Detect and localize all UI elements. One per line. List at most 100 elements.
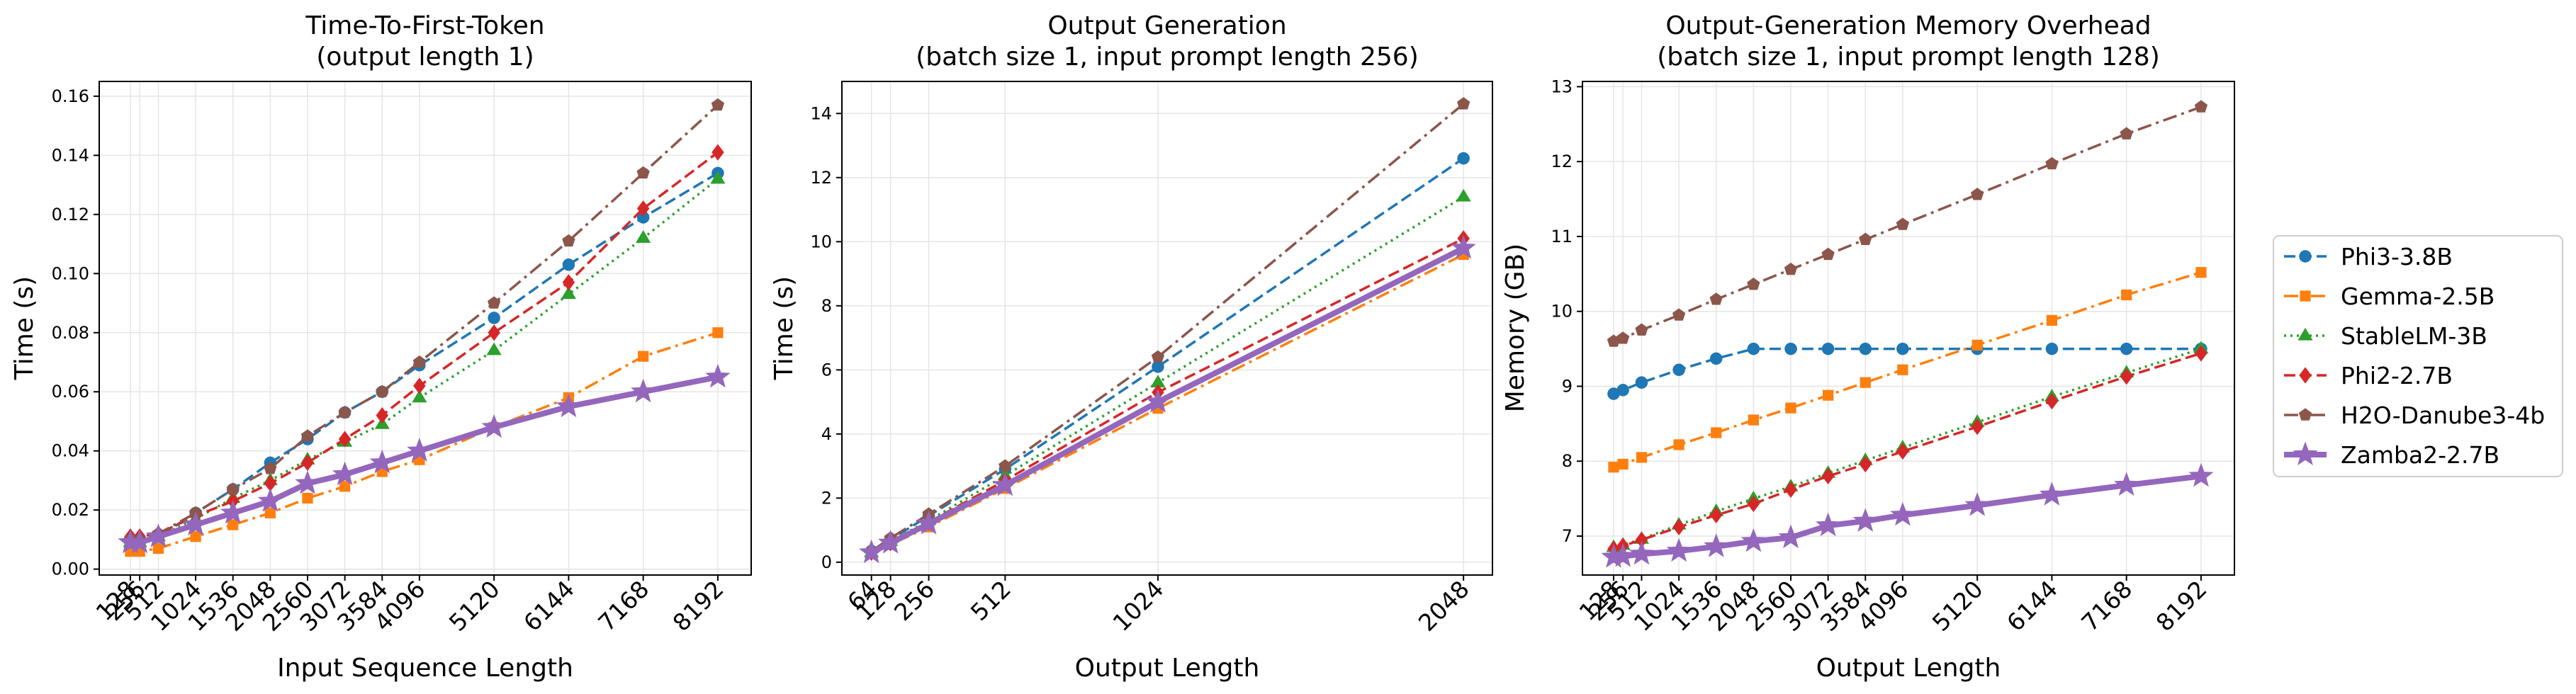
output-gen-line-gemma-2-5b: [871, 253, 1464, 554]
output-gen-series-h2o-danube3-4b: [865, 97, 1470, 557]
ttft-point-zamba2-2-7b: [220, 499, 246, 524]
output-gen-axes-frame: [841, 81, 1493, 576]
output-gen-ytick-label: 12: [810, 168, 832, 188]
memory-point-zamba2-2-7b: [1704, 533, 1729, 557]
ttft-point-gemma-2-5b: [152, 542, 164, 554]
ttft-ytick-label: 0.14: [52, 145, 89, 165]
legend: Phi3-3.8B Gemma-2.5B StableLM-3B Phi2-2.7B H…: [2273, 235, 2563, 477]
memory-point-h2o-danube3-4b: [1709, 292, 1723, 305]
output-gen-point-h2o-danube3-4b: [1457, 97, 1470, 110]
memory-point-zamba2-2-7b: [1666, 537, 1692, 562]
output-gen-yticks: 0 2 4 6 8 10 12 14: [810, 103, 842, 572]
memory-point-h2o-danube3-4b: [1635, 323, 1648, 336]
memory-point-phi3-3-8b: [2045, 342, 2059, 355]
memory-point-gemma-2-5b: [1673, 439, 1684, 450]
memory-point-phi3-3-8b: [1635, 376, 1648, 389]
memory-series-phi3-3-8b: [1607, 342, 2207, 400]
legend-item-phi3-3-8b: Phi3-3.8B: [2284, 243, 2453, 271]
ttft-grid: [99, 81, 751, 575]
legend-marker-zamba2-2-7b: [2293, 441, 2318, 465]
legend-label-gemma-2-5b: Gemma-2.5B: [2341, 283, 2495, 310]
output-gen-title-line2: (batch size 1, input prompt length 256): [916, 42, 1419, 72]
ttft-ylabel: Time (s): [10, 276, 39, 380]
ttft-point-h2o-danube3-4b: [226, 482, 240, 495]
output-gen-point-phi3-3-8b: [1457, 152, 1470, 165]
memory-xtick-label: 7168: [2076, 575, 2137, 637]
legend-label-phi3-3-8b: Phi3-3.8B: [2341, 243, 2453, 271]
memory-line-phi3-3-8b: [1613, 347, 2201, 395]
memory-point-phi2-2-7b: [1859, 455, 1872, 473]
memory-point-h2o-danube3-4b: [1821, 247, 1835, 261]
ttft-series-phi2-2-7b: [124, 144, 724, 545]
memory-point-h2o-danube3-4b: [2194, 100, 2208, 113]
ttft-point-gemma-2-5b: [264, 507, 276, 518]
ttft-point-zamba2-2-7b: [257, 488, 283, 512]
ttft-point-zamba2-2-7b: [127, 529, 152, 554]
memory-point-h2o-danube3-4b: [1859, 232, 1872, 245]
memory-ytick-label: 11: [1551, 227, 1573, 246]
memory-point-zamba2-2-7b: [1778, 524, 1804, 549]
memory-overhead-chart: Output-Generation Memory Overhead (batch…: [1501, 11, 2235, 683]
output-gen-ytick-label: 2: [821, 488, 832, 508]
memory-point-phi3-3-8b: [1709, 352, 1723, 365]
ttft-line-gemma-2-5b: [130, 331, 719, 553]
memory-point-gemma-2-5b: [1860, 377, 1871, 388]
memory-series-phi2-2-7b: [1607, 345, 2207, 557]
ttft-title-line2: (output length 1): [316, 42, 534, 72]
output-gen-point-zamba2-2-7b: [878, 530, 904, 554]
ttft-ytick-label: 0.00: [52, 559, 89, 579]
ttft-line-phi2-2-7b: [130, 151, 719, 538]
ttft-axes-frame: [99, 81, 752, 576]
ttft-point-gemma-2-5b: [712, 327, 724, 339]
legend-marker-stablelm-3b: [2297, 327, 2313, 341]
ttft-point-h2o-danube3-4b: [487, 296, 501, 309]
ttft-point-h2o-danube3-4b: [562, 234, 575, 247]
memory-axes-frame: [1582, 81, 2235, 576]
ttft-ytick-label: 0.10: [52, 263, 89, 283]
ttft-title-line1: Time-To-First-Token: [305, 11, 544, 40]
ttft-point-stablelm-3b: [710, 171, 726, 184]
memory-point-gemma-2-5b: [1617, 458, 1629, 470]
memory-ylabel: Memory (GB): [1501, 244, 1530, 413]
ttft-line-h2o-danube3-4b: [130, 104, 719, 541]
ttft-chart: Time-To-First-Token (output length 1) 0.…: [10, 11, 752, 683]
memory-point-gemma-2-5b: [1608, 462, 1619, 473]
memory-point-zamba2-2-7b: [1852, 508, 1878, 532]
ttft-point-zamba2-2-7b: [631, 378, 656, 403]
ttft-point-stablelm-3b: [636, 230, 651, 243]
memory-point-h2o-danube3-4b: [1672, 308, 1686, 321]
memory-point-phi3-3-8b: [1859, 342, 1872, 355]
legend-item-zamba2-2-7b: Zamba2-2.7B: [2284, 441, 2499, 469]
memory-series-zamba2-2-7b: [1601, 462, 2214, 568]
output-gen-xtick-label: 2048: [1413, 575, 1475, 637]
output-gen-ytick-label: 8: [821, 296, 832, 316]
ttft-series: [118, 98, 731, 557]
memory-point-zamba2-2-7b: [2188, 462, 2214, 487]
ttft-point-h2o-danube3-4b: [636, 166, 650, 179]
output-gen-xtick-label: 1024: [1108, 575, 1169, 637]
output-gen-ytick-label: 0: [821, 552, 832, 572]
memory-xlabel: Output Length: [1816, 654, 2001, 683]
output-gen-point-h2o-danube3-4b: [1151, 350, 1165, 363]
output-gen-series-zamba2-2-7b: [859, 234, 1476, 564]
memory-point-h2o-danube3-4b: [1616, 331, 1630, 344]
memory-point-h2o-danube3-4b: [1784, 262, 1798, 275]
output-gen-point-zamba2-2-7b: [916, 511, 942, 535]
output-gen-line-phi3-3-8b: [870, 157, 1465, 552]
memory-point-phi2-2-7b: [1747, 495, 1760, 513]
memory-point-phi3-3-8b: [1896, 342, 1909, 355]
memory-line-phi2-2-7b: [1613, 352, 2202, 550]
memory-title-line1: Output-Generation Memory Overhead: [1665, 11, 2151, 40]
ttft-xtick-label: 5120: [444, 575, 505, 637]
ttft-point-stablelm-3b: [561, 286, 576, 300]
ttft-point-phi2-2-7b: [712, 144, 724, 161]
ttft-point-h2o-danube3-4b: [412, 355, 427, 368]
ttft-point-phi3-3-8b: [488, 312, 500, 324]
ttft-series-zamba2-2-7b: [118, 363, 731, 554]
ttft-point-zamba2-2-7b: [145, 523, 171, 547]
output-gen-point-h2o-danube3-4b: [999, 459, 1012, 472]
legend-item-stablelm-3b: StableLM-3B: [2284, 322, 2487, 350]
ttft-point-h2o-danube3-4b: [338, 405, 351, 419]
ttft-point-stablelm-3b: [486, 342, 502, 355]
